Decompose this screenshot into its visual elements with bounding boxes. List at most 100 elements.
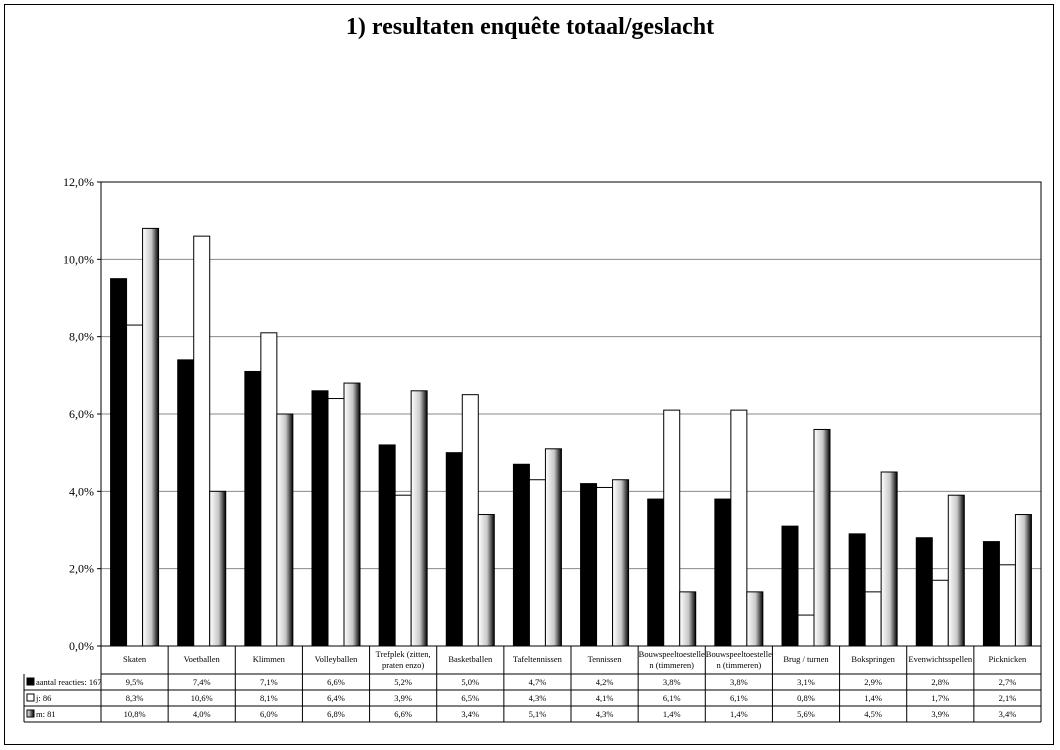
- data-label: 6,6%: [327, 677, 345, 687]
- data-label: 3,8%: [730, 677, 748, 687]
- data-label: 10,8%: [124, 709, 146, 719]
- data-label: 6,5%: [461, 693, 479, 703]
- legend-label: j: 86: [35, 693, 51, 703]
- bar-meisjes: [142, 227, 160, 647]
- bar-totaal: [647, 498, 665, 647]
- y-tick-label: 2,0%: [69, 562, 94, 576]
- x-category-label: n (timmeren): [717, 660, 762, 670]
- bar-jongens: [596, 486, 614, 647]
- x-category-label: Tennissen: [588, 654, 623, 664]
- bar-meisjes: [1014, 514, 1032, 647]
- data-table: Skaten Voetballen Klimmen Volleyballen Trefp…: [23, 646, 1042, 723]
- data-label: 6,4%: [327, 693, 345, 703]
- bar-totaal: [110, 278, 128, 647]
- data-label: 3,4%: [999, 709, 1017, 719]
- data-label: 4,0%: [193, 709, 211, 719]
- bar-meisjes: [746, 591, 764, 647]
- data-label: 9,5%: [126, 677, 144, 687]
- bar-meisjes: [813, 428, 831, 647]
- y-tick-label: 4,0%: [69, 484, 94, 498]
- data-label: 4,2%: [596, 677, 614, 687]
- bar-jongens: [394, 494, 412, 647]
- data-label: 4,7%: [529, 677, 547, 687]
- data-label: 10,6%: [191, 693, 213, 703]
- bar-jongens: [260, 332, 278, 647]
- bar-meisjes: [880, 471, 898, 647]
- bar-totaal: [311, 390, 329, 647]
- y-tick-label: 0,0%: [69, 639, 94, 653]
- legend-label: m: 81: [36, 709, 56, 719]
- bar-totaal: [714, 498, 732, 647]
- bar-jongens: [864, 591, 882, 647]
- data-label: 4,3%: [596, 709, 614, 719]
- x-category-label: Bouwspeeltoestelle: [706, 649, 772, 659]
- y-tick-label: 10,0%: [63, 252, 94, 266]
- data-label: 3,4%: [461, 709, 479, 719]
- bar-meisjes: [276, 413, 294, 647]
- x-category-label: Volleyballen: [315, 654, 359, 664]
- y-tick-label: 6,0%: [69, 407, 94, 421]
- bar-jongens: [998, 564, 1016, 647]
- data-label: 6,6%: [394, 709, 412, 719]
- data-label: 6,1%: [663, 693, 681, 703]
- x-category-label: Voetballen: [184, 654, 221, 664]
- y-tick-label: 8,0%: [69, 330, 94, 344]
- bar-totaal: [580, 483, 598, 647]
- y-tick-label: 12,0%: [63, 175, 94, 189]
- bar-meisjes: [947, 494, 965, 647]
- bar-totaal: [177, 359, 195, 647]
- x-category-label: Tafeltennissen: [513, 654, 563, 664]
- chart-title: 1) resultaten enquête totaal/geslacht: [345, 14, 715, 40]
- data-label: 4,5%: [864, 709, 882, 719]
- x-category-label: praten enzo): [382, 660, 424, 670]
- data-label: 2,7%: [999, 677, 1017, 687]
- bar-jongens: [461, 394, 479, 647]
- data-label: 8,3%: [126, 693, 144, 703]
- bar-totaal: [244, 370, 262, 647]
- bar-jongens: [126, 324, 144, 647]
- data-label: 3,1%: [797, 677, 815, 687]
- bar-totaal: [915, 537, 933, 647]
- bars-layer: [110, 227, 1032, 647]
- bar-jongens: [931, 579, 949, 647]
- x-category-label: n (timmeren): [649, 660, 694, 670]
- bar-jongens: [193, 235, 211, 647]
- bar-jongens: [797, 614, 815, 647]
- data-label: 0,8%: [797, 693, 815, 703]
- data-label: 7,1%: [260, 677, 278, 687]
- data-label: 6,0%: [260, 709, 278, 719]
- data-label: 4,3%: [529, 693, 547, 703]
- bar-meisjes: [679, 591, 697, 647]
- legend-label: aantal reacties: 167: [36, 677, 102, 687]
- x-category-label: Bouwspeeltoestelle: [639, 649, 705, 659]
- bar-totaal: [378, 444, 396, 647]
- bar-jongens: [327, 398, 345, 647]
- data-label: 5,1%: [529, 709, 547, 719]
- data-label: 3,9%: [394, 693, 412, 703]
- data-label: 1,4%: [864, 693, 882, 703]
- bar-totaal: [848, 533, 866, 647]
- x-category-label: Klimmen: [253, 654, 286, 664]
- x-category-label: Basketballen: [448, 654, 493, 664]
- data-label: 2,9%: [864, 677, 882, 687]
- x-category-label: Evenwichtsspellen: [908, 654, 972, 664]
- data-label: 2,1%: [999, 693, 1017, 703]
- bar-meisjes: [544, 448, 562, 647]
- x-category-label: Trefplek (zitten,: [376, 649, 431, 659]
- bar-jongens: [528, 479, 546, 647]
- data-label: 7,4%: [193, 677, 211, 687]
- bar-jongens: [730, 409, 748, 647]
- bar-meisjes: [343, 382, 361, 647]
- data-label: 1,4%: [730, 709, 748, 719]
- data-label: 2,8%: [931, 677, 949, 687]
- legend-key: [26, 709, 35, 718]
- axis-layer: 0,0% 2,0% 4,0% 6,0% 8,0% 10,0% 12,0%: [63, 175, 1042, 653]
- x-category-label: Brug / turnen: [783, 654, 829, 664]
- data-label: 6,8%: [327, 709, 345, 719]
- data-label: 3,8%: [663, 677, 681, 687]
- data-label: 5,6%: [797, 709, 815, 719]
- legend-key: [26, 677, 35, 686]
- bar-jongens: [663, 409, 681, 647]
- bar-meisjes: [410, 390, 428, 647]
